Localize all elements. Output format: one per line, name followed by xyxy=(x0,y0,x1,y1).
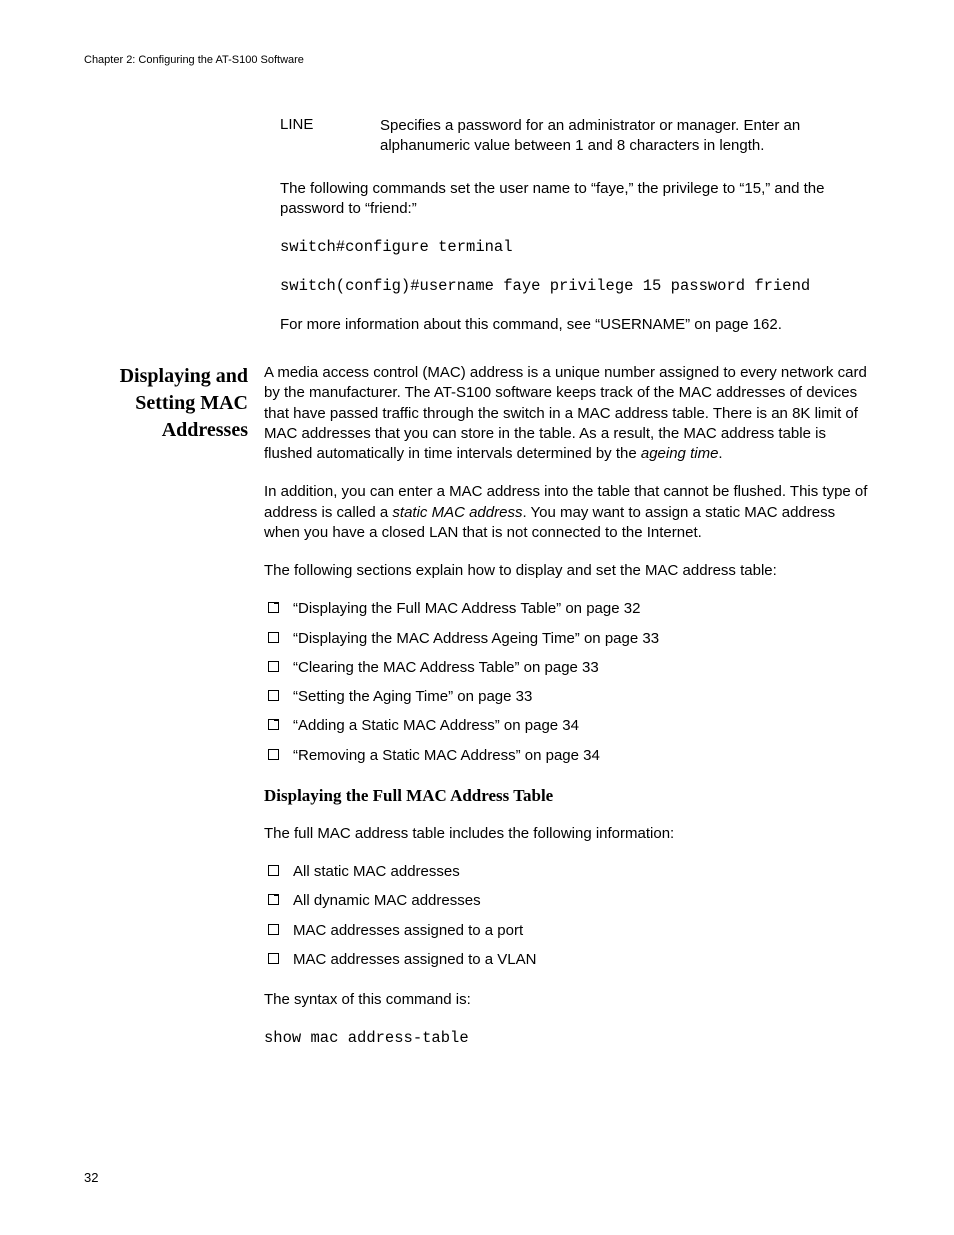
list-item: All dynamic MAC addresses xyxy=(268,891,870,911)
list-item-text: MAC addresses assigned to a port xyxy=(293,921,523,941)
list-item-text: “Clearing the MAC Address Table” on page… xyxy=(293,658,599,678)
section-row: Displaying and Setting MAC Addresses A m… xyxy=(84,363,870,1067)
section-body: A media access control (MAC) address is … xyxy=(264,363,870,1067)
list-item: “Adding a Static MAC Address” on page 34 xyxy=(268,716,870,736)
list-item-text: MAC addresses assigned to a VLAN xyxy=(293,950,536,970)
bullet-icon xyxy=(268,953,279,964)
code-line-1: switch#configure terminal xyxy=(280,237,860,258)
list-item: MAC addresses assigned to a port xyxy=(268,921,870,941)
mac-para1-text-a: A media access control (MAC) address is … xyxy=(264,364,867,462)
bullet-icon xyxy=(268,924,279,935)
includes-list: All static MAC addresses All dynamic MAC… xyxy=(268,862,870,970)
definition-term: LINE xyxy=(280,116,380,157)
list-item-text: “Setting the Aging Time” on page 33 xyxy=(293,687,532,707)
syntax-paragraph: The syntax of this command is: xyxy=(264,990,870,1010)
code-line-2: switch(config)#username faye privilege 1… xyxy=(280,276,860,297)
list-item-text: All static MAC addresses xyxy=(293,862,460,882)
definition-row: LINE Specifies a password for an adminis… xyxy=(280,116,860,157)
list-item: “Removing a Static MAC Address” on page … xyxy=(268,746,870,766)
running-head: Chapter 2: Configuring the AT-S100 Softw… xyxy=(84,54,870,66)
list-item: “Clearing the MAC Address Table” on page… xyxy=(268,658,870,678)
bullet-icon xyxy=(268,719,279,730)
bullet-icon xyxy=(268,749,279,760)
list-item-text: “Displaying the MAC Address Ageing Time”… xyxy=(293,629,659,649)
sub-paragraph-1: The full MAC address table includes the … xyxy=(264,824,870,844)
mac-para2-em: static MAC address xyxy=(392,504,522,521)
list-item-text: “Removing a Static MAC Address” on page … xyxy=(293,746,600,766)
side-heading: Displaying and Setting MAC Addresses xyxy=(84,363,264,444)
list-item: “Displaying the MAC Address Ageing Time”… xyxy=(268,629,870,649)
bullet-icon xyxy=(268,894,279,905)
syntax-code: show mac address-table xyxy=(264,1028,870,1049)
list-item: “Displaying the Full MAC Address Table” … xyxy=(268,599,870,619)
page: Chapter 2: Configuring the AT-S100 Softw… xyxy=(0,0,954,1235)
list-item-text: “Adding a Static MAC Address” on page 34 xyxy=(293,716,579,736)
subheading: Displaying the Full MAC Address Table xyxy=(264,786,870,806)
definition-description: Specifies a password for an administrato… xyxy=(380,116,860,157)
mac-paragraph-1: A media access control (MAC) address is … xyxy=(264,363,870,464)
bullet-icon xyxy=(268,602,279,613)
mac-paragraph-2: In addition, you can enter a MAC address… xyxy=(264,482,870,543)
mac-para1-em: ageing time xyxy=(641,445,719,462)
list-item: MAC addresses assigned to a VLAN xyxy=(268,950,870,970)
list-item: “Setting the Aging Time” on page 33 xyxy=(268,687,870,707)
mac-para1-text-b: . xyxy=(718,445,722,462)
upper-body: LINE Specifies a password for an adminis… xyxy=(280,116,860,335)
bullet-icon xyxy=(268,690,279,701)
more-info-paragraph: For more information about this command,… xyxy=(280,315,860,335)
mac-paragraph-3: The following sections explain how to di… xyxy=(264,561,870,581)
list-item: All static MAC addresses xyxy=(268,862,870,882)
bullet-icon xyxy=(268,865,279,876)
page-number: 32 xyxy=(84,1170,98,1185)
list-item-text: “Displaying the Full MAC Address Table” … xyxy=(293,599,640,619)
bullet-icon xyxy=(268,632,279,643)
toc-list: “Displaying the Full MAC Address Table” … xyxy=(268,599,870,766)
bullet-icon xyxy=(268,661,279,672)
list-item-text: All dynamic MAC addresses xyxy=(293,891,481,911)
intro-paragraph: The following commands set the user name… xyxy=(280,179,860,220)
